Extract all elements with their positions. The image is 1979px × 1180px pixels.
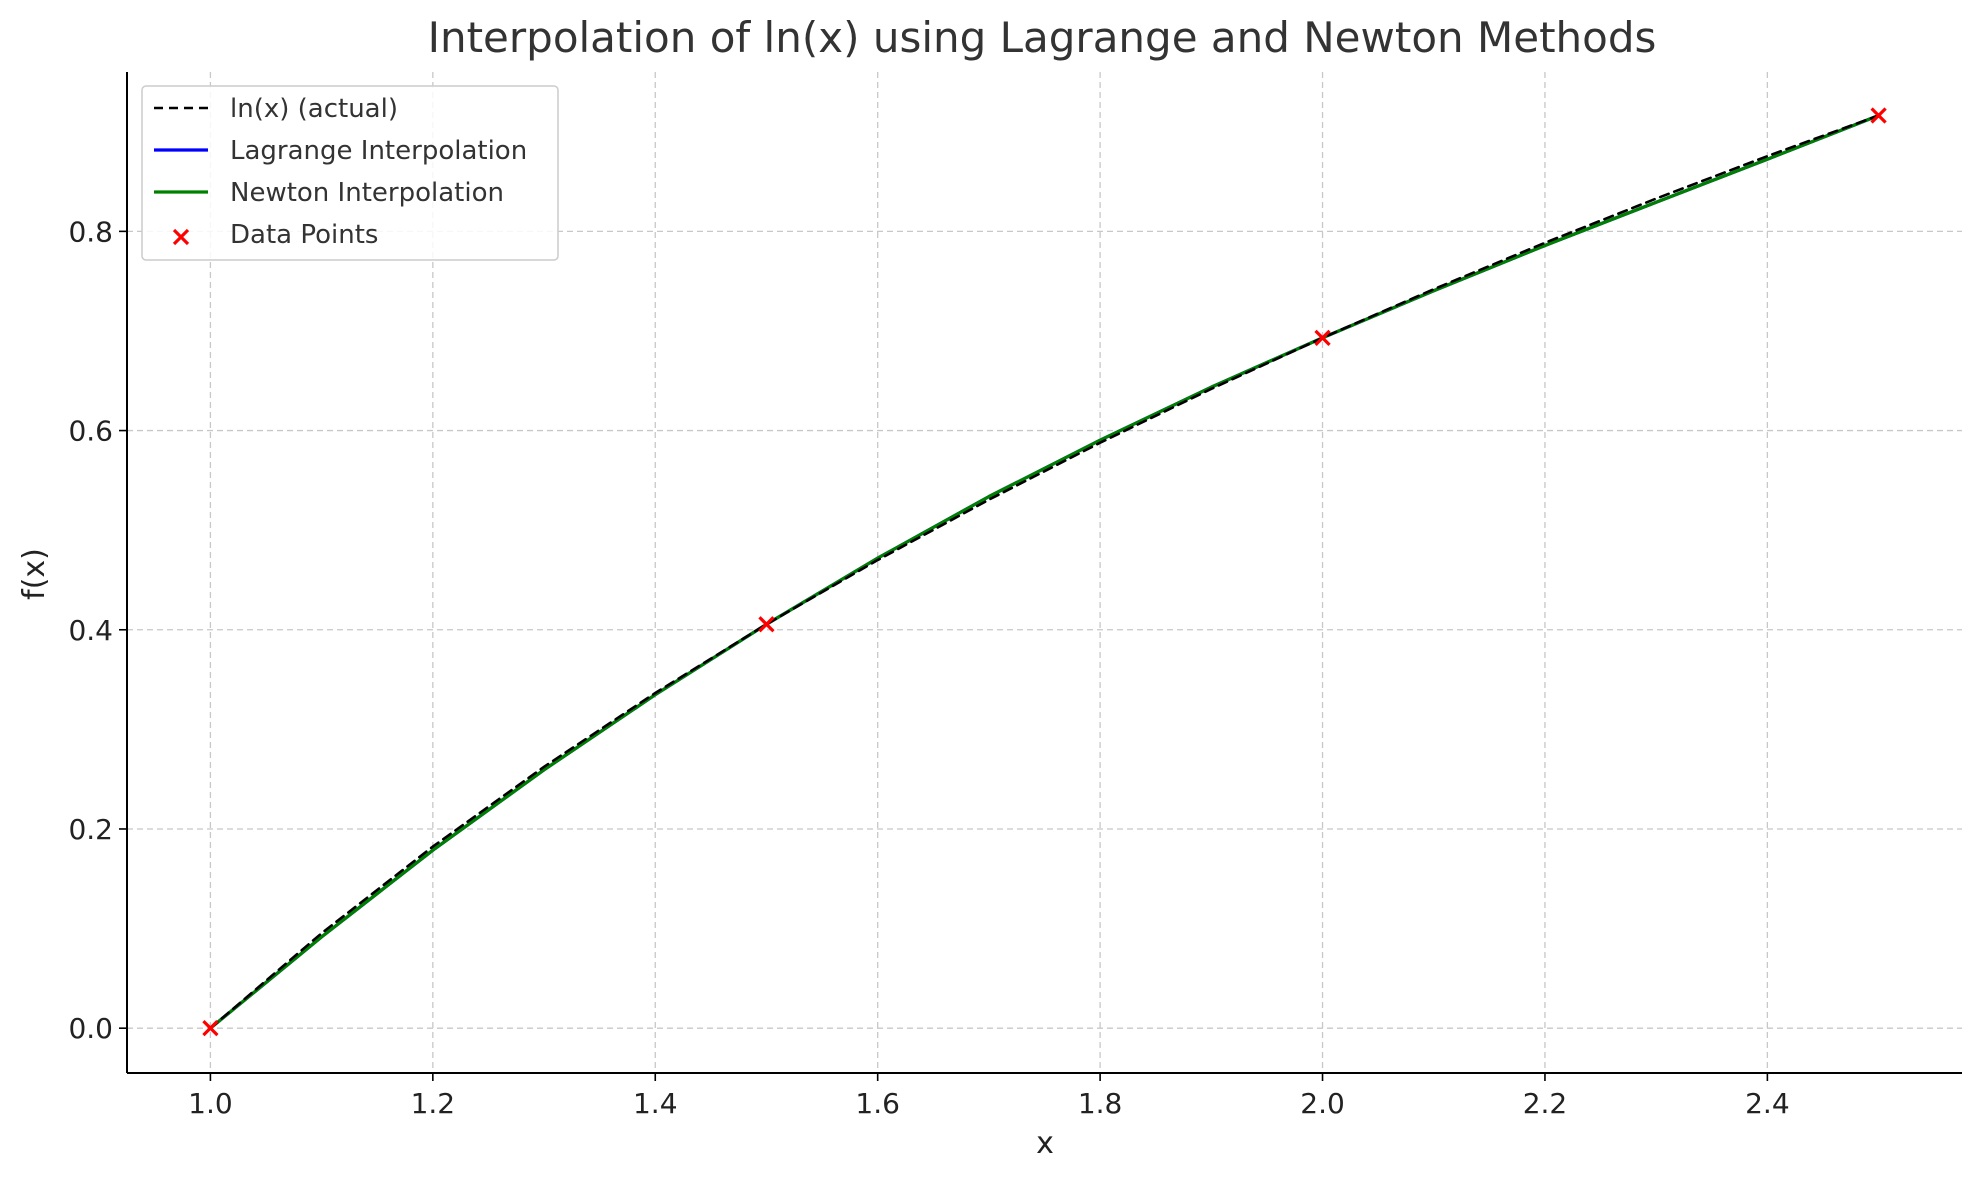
legend: ln(x) (actual) Lagrange Interpolation Newt… xyxy=(141,85,559,261)
y-tick-label: 0.6 xyxy=(68,415,113,448)
series-line-2 xyxy=(208,113,1881,1030)
data-point-marker xyxy=(758,616,775,633)
x-tick-label: 2.2 xyxy=(1523,1087,1568,1120)
y-tick-label: 0.4 xyxy=(68,614,113,647)
y-tick-label: 0.0 xyxy=(68,1012,113,1045)
data-points-layer xyxy=(202,107,1887,1037)
legend-box xyxy=(141,85,559,261)
series-line-0 xyxy=(209,114,1880,1030)
data-point-marker xyxy=(202,1020,219,1037)
legend-swatch-data-points xyxy=(172,228,190,246)
y-tick-label: 0.8 xyxy=(68,215,113,248)
x-tick-label: 1.4 xyxy=(633,1087,678,1120)
y-axis-label: f(x) xyxy=(17,548,52,600)
series-layer xyxy=(208,113,1881,1030)
legend-label-data-points: Data Points xyxy=(230,220,378,250)
legend-label-1: Lagrange Interpolation xyxy=(230,136,527,166)
x-tick-label: 2.4 xyxy=(1745,1087,1790,1120)
x-axis-label: x xyxy=(1036,1126,1054,1161)
x-tick-label: 1.8 xyxy=(1078,1087,1123,1120)
chart-title: Interpolation of ln(x) using Lagrange an… xyxy=(428,13,1657,62)
axes: 1.0 1.2 1.4 1.6 1.8 2.0 2.2 2.4 0.0 0.2 0.4 0.6 0.8 xyxy=(68,72,1962,1120)
x-tick-label: 2.0 xyxy=(1300,1087,1345,1120)
x-tick-label: 1.6 xyxy=(855,1087,900,1120)
data-point-marker xyxy=(1870,107,1887,124)
legend-label-2: Newton Interpolation xyxy=(230,178,504,208)
x-tick-label: 1.2 xyxy=(411,1087,456,1120)
y-tick-label: 0.2 xyxy=(68,813,113,846)
legend-label-0: ln(x) (actual) xyxy=(230,94,398,124)
data-point-marker xyxy=(1314,329,1331,346)
x-tick-label: 1.0 xyxy=(188,1087,233,1120)
